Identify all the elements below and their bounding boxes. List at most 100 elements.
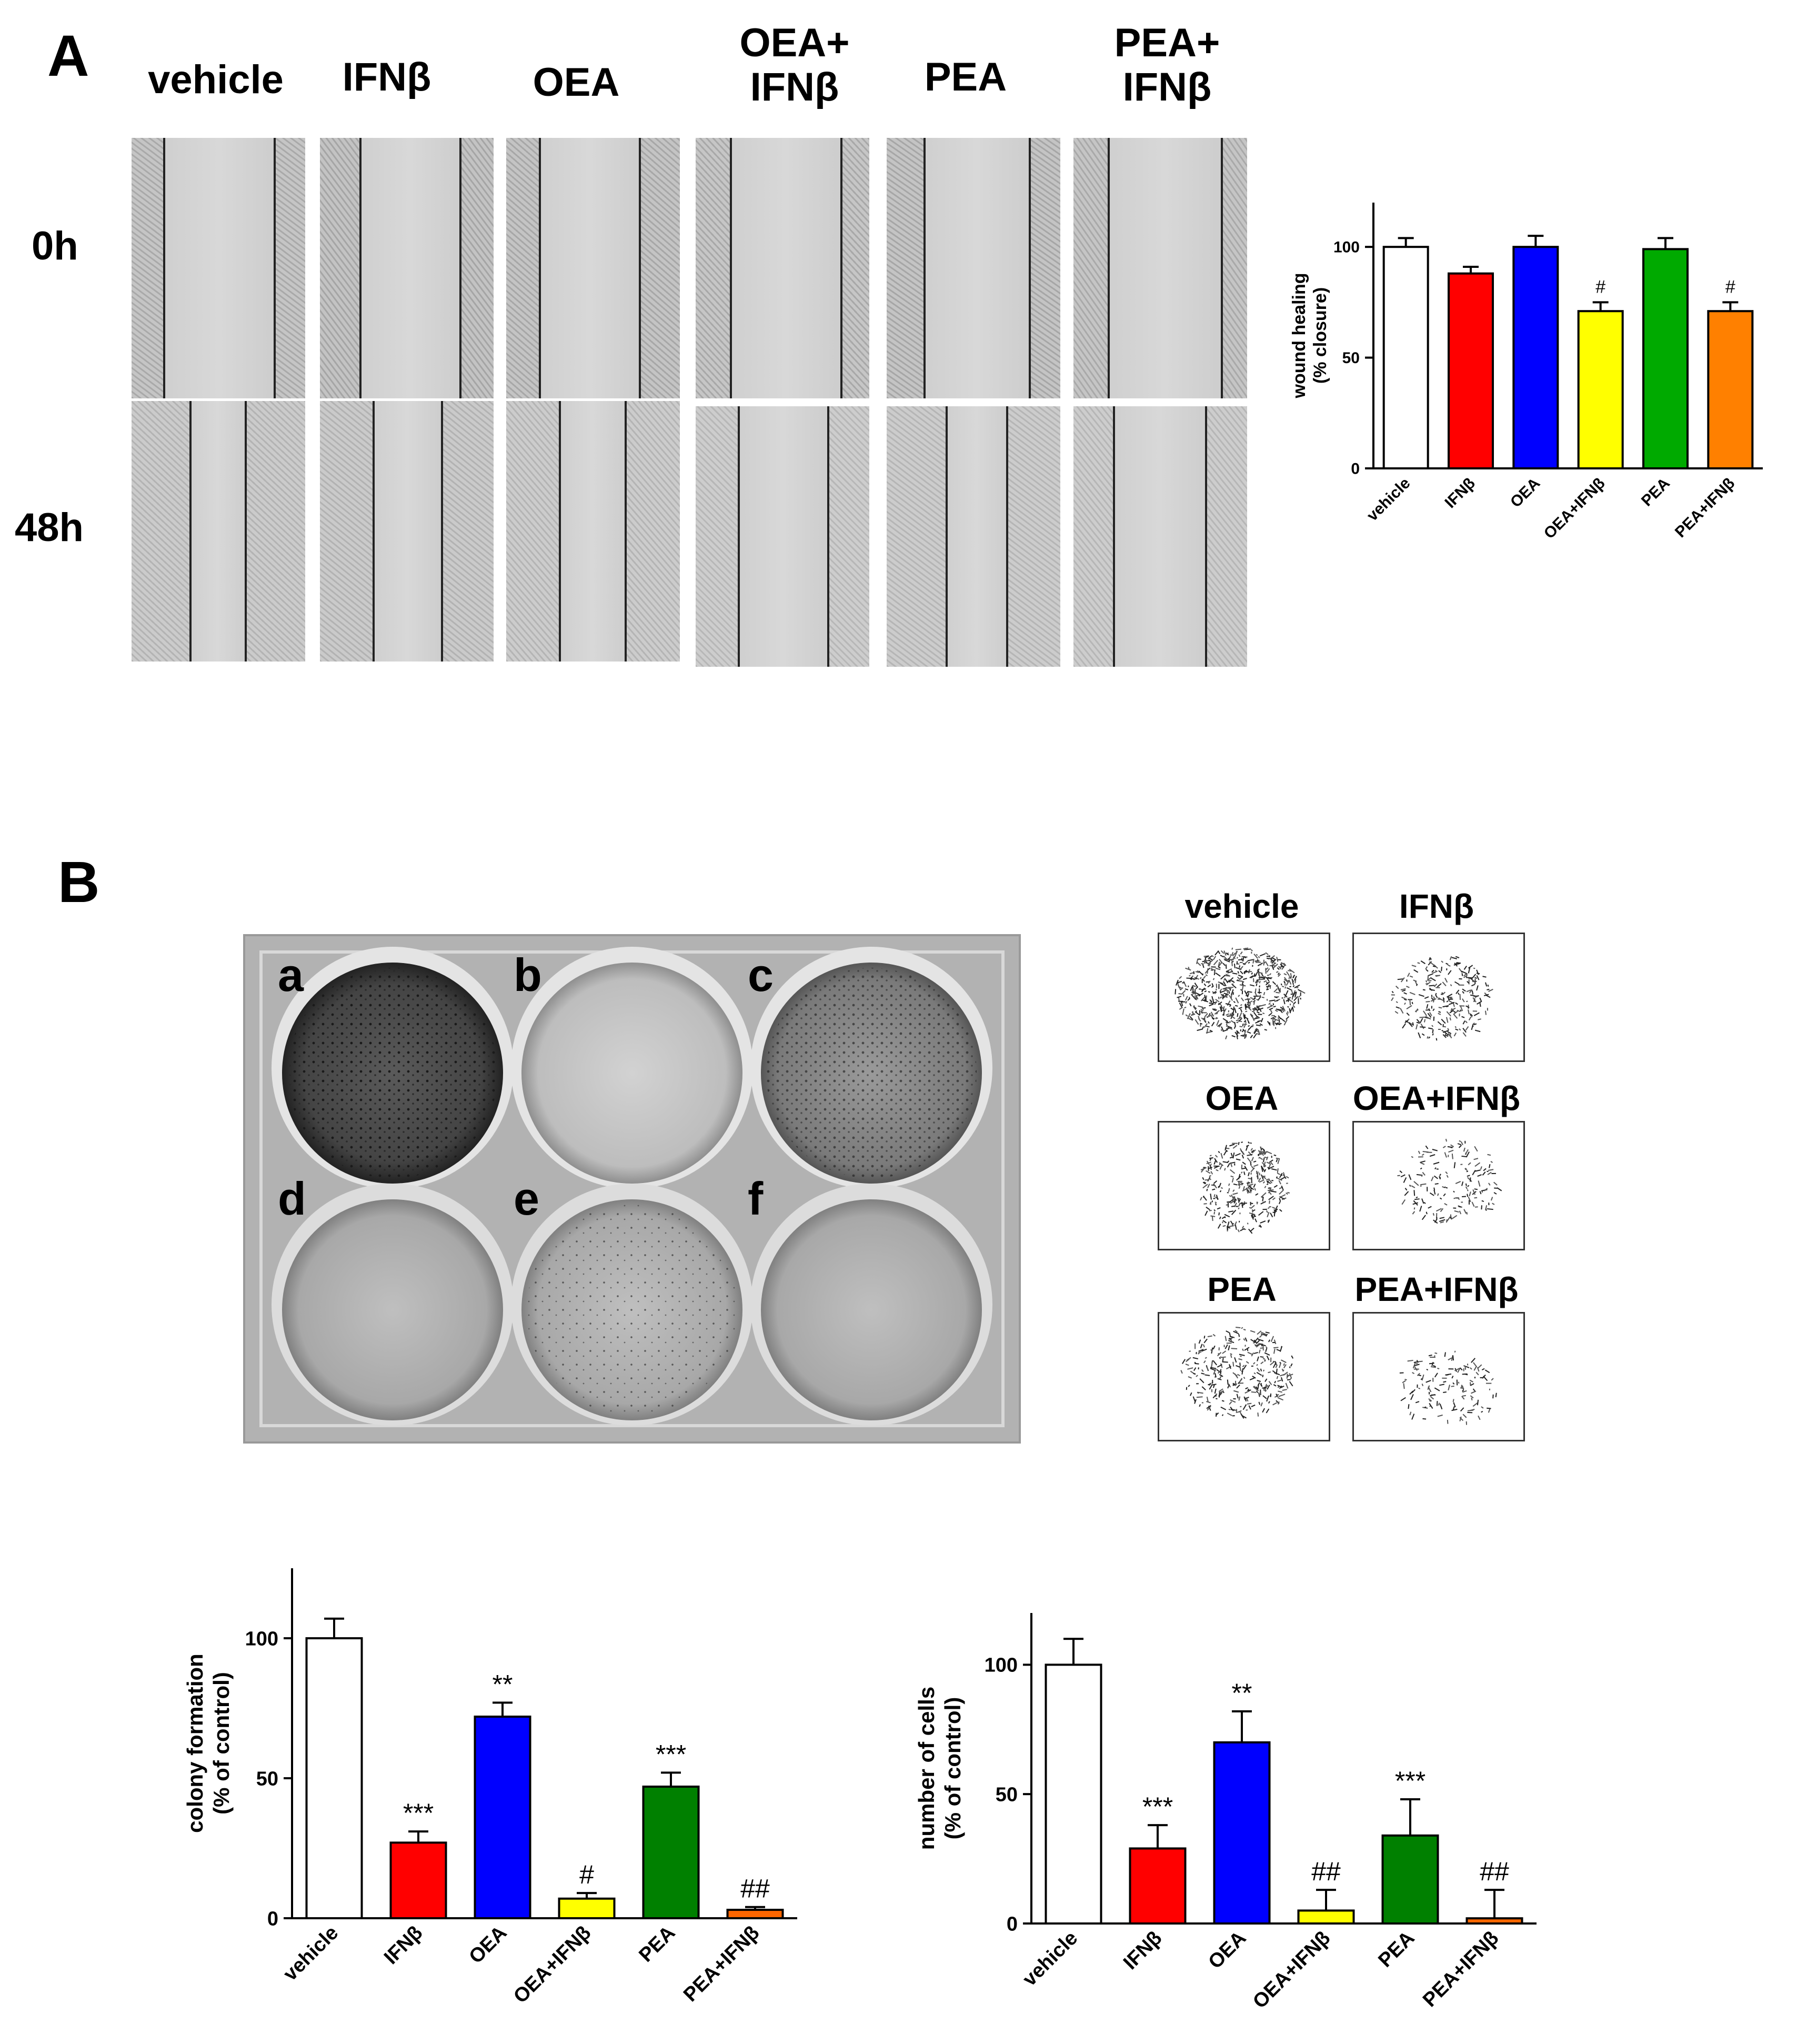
micrograph-pea-ifnb-0h	[1073, 138, 1247, 398]
significance-label: ##	[1480, 1857, 1509, 1886]
well-label-f: f	[748, 1173, 764, 1225]
thumb-label-pea-ifnb: PEA+IFNβ	[1354, 1270, 1519, 1308]
row-header-48h: 48h	[15, 505, 84, 550]
thumb-label-vehicle: vehicle	[1184, 887, 1299, 925]
y-tick-label: 0	[267, 1908, 278, 1930]
x-tick-label: vehicle	[1019, 1927, 1082, 1991]
significance-label: ##	[740, 1874, 770, 1903]
micrograph-oea-ifnb-48h	[696, 406, 869, 667]
panel-a-letter: A	[47, 24, 89, 88]
y-tick-label: 50	[996, 1784, 1018, 1806]
bar-1	[1129, 1847, 1187, 1925]
y-axis-label: colony formation(% of control)	[183, 1654, 234, 1833]
x-tick-label: OEA	[1204, 1927, 1250, 1973]
significance-label: #	[1725, 277, 1735, 297]
column-header-vehicle: vehicle	[148, 57, 284, 102]
bar-3	[1577, 310, 1624, 469]
x-tick-label: OEA	[1507, 475, 1543, 511]
x-tick-label: PEA+IFNβ	[1672, 475, 1738, 541]
column-header-pea-ifnb: PEA+ IFNβ	[1114, 21, 1220, 109]
x-tick-label: OEA+IFNβ	[1541, 475, 1609, 543]
bar-1	[389, 1841, 447, 1919]
x-tick-label: PEA	[1374, 1927, 1419, 1972]
significance-label: ##	[1311, 1857, 1341, 1886]
micrograph-oea-48h	[506, 401, 680, 662]
significance-label: **	[493, 1669, 513, 1699]
y-tick-label: 50	[1342, 349, 1360, 367]
x-tick-label: OEA+IFNβ	[1249, 1927, 1334, 2013]
micrograph-vehicle-48h	[132, 401, 305, 662]
thumbnail-pea-ifnb	[1352, 1312, 1525, 1441]
micrograph-vehicle-0h	[132, 138, 305, 398]
well-label-e: e	[514, 1173, 539, 1225]
bar-5	[1465, 1917, 1523, 1925]
significance-label: #	[1595, 277, 1605, 297]
y-axis-label: number of cells(% of control)	[914, 1687, 965, 1850]
thumbnail-oea-ifnb	[1352, 1121, 1525, 1250]
x-tick-label: OEA	[465, 1922, 511, 1968]
x-tick-label: vehicle	[1363, 475, 1413, 525]
significance-label: ***	[1142, 1792, 1173, 1821]
column-header-oea-ifnb: OEA+ IFNβ	[739, 21, 850, 109]
x-tick-label: IFNβ	[380, 1922, 427, 1969]
x-tick-label: vehicle	[279, 1922, 343, 1986]
column-header-ifnb: IFNβ	[342, 55, 431, 99]
y-tick-label: 0	[1351, 460, 1360, 478]
y-tick-label: 0	[1007, 1913, 1018, 1935]
colony-formation-chart: 0 50 100 colony formation(% of control) vehi…	[183, 1568, 797, 2008]
well-label-b: b	[514, 949, 542, 1001]
bar-2	[1213, 1741, 1271, 1925]
thumbnail-ifnb	[1352, 933, 1525, 1062]
thumbnail-pea	[1158, 1312, 1330, 1441]
thumb-label-ifnb: IFNβ	[1399, 887, 1474, 925]
well-label-c: c	[748, 949, 774, 1001]
row-header-0h: 0h	[32, 224, 78, 268]
column-header-pea: PEA	[924, 55, 1007, 99]
bar-2	[474, 1715, 531, 1919]
bar-5	[1707, 310, 1754, 469]
bar-1	[1448, 272, 1494, 470]
x-tick-label: IFNβ	[1119, 1927, 1166, 1974]
column-header-oea: OEA	[533, 60, 620, 105]
y-tick-label: 50	[256, 1768, 278, 1790]
bar-0	[1045, 1664, 1102, 1925]
panel-b-letter: B	[58, 850, 100, 915]
significance-label: ***	[656, 1739, 686, 1769]
thumbnail-oea	[1158, 1121, 1330, 1250]
micrograph-pea-0h	[887, 138, 1060, 398]
x-tick-label: PEA+IFNβ	[679, 1922, 764, 2006]
significance-label: ***	[403, 1798, 434, 1828]
x-tick-label: PEA+IFNβ	[1419, 1927, 1503, 2011]
x-tick-label: OEA+IFNβ	[509, 1922, 595, 2008]
y-tick-label: 100	[985, 1655, 1018, 1677]
bar-5	[726, 1909, 784, 1919]
bar-4	[1642, 248, 1689, 469]
significance-label: ***	[1395, 1766, 1425, 1796]
number-of-cells-chart: 0 50 100 number of cells(% of control) vehic…	[914, 1613, 1537, 2013]
micrograph-pea-ifnb-48h	[1073, 406, 1247, 667]
micrograph-ifnb-0h	[320, 138, 494, 398]
thumb-label-oea: OEA	[1205, 1079, 1279, 1117]
micrograph-ifnb-48h	[320, 401, 494, 662]
well-label-d: d	[278, 1173, 306, 1225]
well-label-a: a	[278, 949, 304, 1001]
significance-label: **	[1232, 1678, 1252, 1708]
bar-2	[1512, 246, 1559, 470]
bar-0	[305, 1637, 363, 1919]
bar-4	[642, 1785, 700, 1919]
x-tick-label: PEA	[1638, 475, 1673, 510]
micrograph-oea-0h	[506, 138, 680, 398]
micrograph-pea-48h	[887, 406, 1060, 667]
y-tick-label: 100	[1333, 239, 1360, 256]
six-well-plate-photo: a b c d e f	[243, 934, 1021, 1444]
x-tick-label: PEA	[635, 1922, 679, 1967]
thumbnail-vehicle	[1158, 933, 1330, 1062]
bar-0	[1382, 246, 1429, 470]
significance-label: #	[579, 1860, 594, 1889]
thumb-label-pea: PEA	[1207, 1270, 1277, 1308]
bar-4	[1381, 1834, 1439, 1925]
y-axis-label: wound healing(% closure)	[1289, 273, 1330, 399]
x-tick-label: IFNβ	[1441, 475, 1478, 512]
